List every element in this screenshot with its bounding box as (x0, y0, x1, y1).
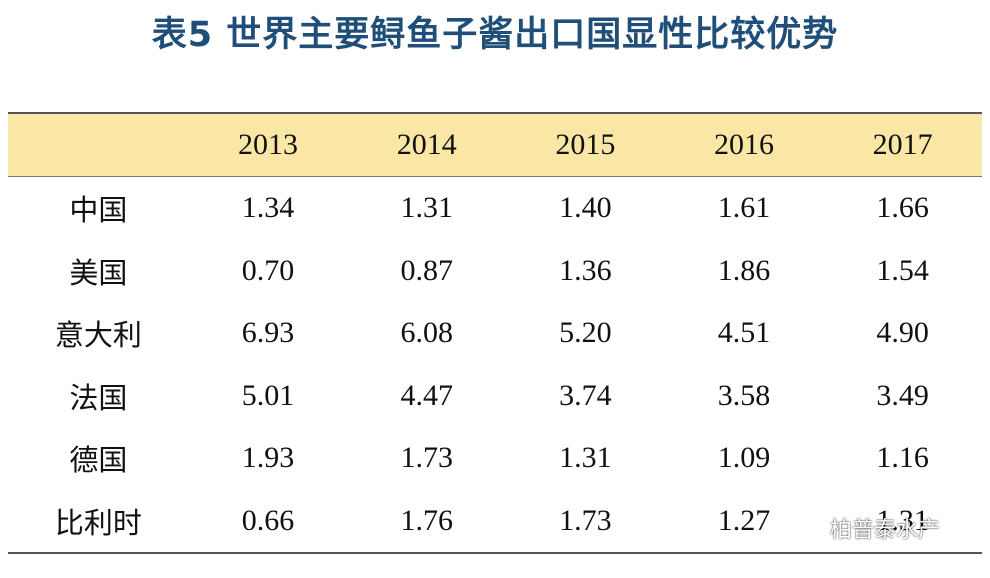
watermark-text: 柏普泰水产 (830, 518, 941, 543)
table-row: 法国 5.01 4.47 3.74 3.58 3.49 (8, 365, 982, 428)
table-title: 表5 世界主要鲟鱼子酱出口国显性比较优势 (151, 15, 839, 55)
value-cell: 3.74 (559, 378, 612, 412)
country-cell: 法国 (69, 380, 128, 415)
value-cell: 1.66 (876, 191, 929, 225)
rca-table: 2013 2014 2015 2016 2017 中国 1.34 1.31 1.… (8, 112, 982, 554)
value-cell: 1.73 (400, 441, 453, 475)
table-row: 德国 1.93 1.73 1.31 1.09 1.16 (8, 427, 982, 490)
value-cell: 1.36 (559, 253, 612, 287)
year-header: 2016 (713, 128, 774, 161)
value-cell: 1.86 (717, 253, 771, 287)
year-header: 2014 (396, 128, 457, 161)
wechat-watermark: 柏普泰水产 (790, 512, 940, 544)
value-cell: 4.90 (876, 316, 929, 350)
header-row: 2013 2014 2015 2016 2017 (8, 113, 982, 177)
table-row: 比利时 0.66 1.76 1.73 1.27 1.31 (8, 490, 982, 553)
year-header: 2017 (872, 128, 933, 161)
year-header: 2013 (238, 128, 299, 161)
value-cell: 1.40 (559, 191, 612, 225)
table-row: 美国 0.70 0.87 1.36 1.86 1.54 (8, 240, 982, 303)
value-cell: 0.66 (241, 503, 295, 537)
value-cell: 4.51 (717, 316, 771, 350)
country-cell: 美国 (69, 255, 128, 290)
corner-cell (8, 113, 189, 177)
value-cell: 1.54 (876, 253, 929, 287)
value-cell: 3.49 (876, 378, 929, 412)
value-cell: 4.47 (400, 378, 453, 412)
value-cell: 1.76 (400, 503, 453, 537)
value-cell: 6.93 (241, 316, 295, 350)
country-cell: 德国 (69, 443, 128, 478)
value-cell: 5.20 (559, 316, 612, 350)
value-cell: 1.31 (559, 441, 612, 475)
country-cell: 意大利 (54, 318, 142, 353)
country-cell: 比利时 (54, 505, 142, 540)
value-cell: 1.93 (241, 441, 295, 475)
value-cell: 5.01 (241, 378, 295, 412)
value-cell: 0.87 (400, 253, 453, 287)
country-cell: 中国 (69, 193, 128, 228)
year-header: 2015 (555, 128, 616, 161)
value-cell: 0.70 (241, 253, 295, 287)
value-cell: 1.31 (400, 191, 453, 225)
value-cell: 6.08 (400, 316, 453, 350)
value-cell: 1.61 (717, 191, 771, 225)
table-row: 中国 1.34 1.31 1.40 1.61 1.66 (8, 177, 982, 240)
wechat-icon (791, 515, 822, 540)
table-row: 意大利 6.93 6.08 5.20 4.51 4.90 (8, 302, 982, 365)
value-cell: 1.34 (241, 191, 295, 225)
value-cell: 1.73 (559, 503, 612, 537)
value-cell: 1.16 (876, 441, 929, 475)
value-cell: 1.09 (717, 441, 771, 475)
value-cell: 1.31 (876, 503, 929, 537)
value-cell: 3.58 (717, 378, 771, 412)
data-table-container: 2013 2014 2015 2016 2017 中国 1.34 1.31 1.… (8, 112, 982, 554)
value-cell: 1.27 (717, 503, 771, 537)
